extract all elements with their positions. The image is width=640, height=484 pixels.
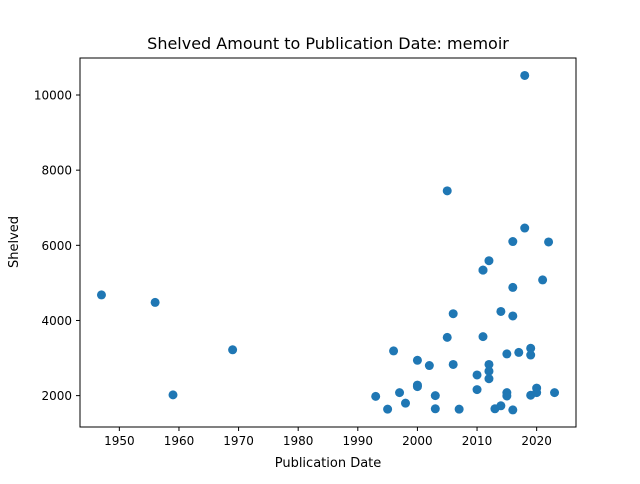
data-point [550, 388, 560, 398]
data-point [520, 223, 530, 233]
data-point [544, 237, 554, 247]
data-point [412, 382, 422, 392]
data-point [502, 391, 512, 401]
data-point [389, 346, 399, 356]
data-point [502, 349, 512, 359]
data-point [484, 366, 494, 376]
y-tick-label: 4000 [41, 314, 72, 328]
data-point [472, 385, 482, 395]
data-point [508, 405, 518, 415]
data-point [454, 404, 464, 414]
data-point [424, 361, 434, 371]
data-point [412, 355, 422, 365]
data-point [150, 297, 160, 307]
data-points [96, 70, 560, 415]
y-axis: 2000 4000 6000 8000 10000 [34, 89, 80, 403]
data-point [508, 282, 518, 292]
y-axis-label: Shelved [7, 216, 22, 268]
data-point [371, 391, 381, 401]
y-tick-label: 2000 [41, 389, 72, 403]
chart-title: Shelved Amount to Publication Date: memo… [147, 34, 509, 53]
x-tick-label: 1990 [343, 434, 374, 448]
data-point [478, 265, 488, 275]
data-point [442, 332, 452, 342]
data-point [442, 186, 452, 196]
x-tick-label: 1980 [283, 434, 314, 448]
x-tick-label: 1960 [164, 434, 195, 448]
y-tick-label: 6000 [41, 239, 72, 253]
data-point [430, 391, 440, 401]
data-point [478, 332, 488, 342]
data-point [508, 237, 518, 247]
x-tick-label: 1950 [104, 434, 135, 448]
data-point [538, 275, 548, 285]
data-point [520, 70, 530, 80]
data-point [401, 398, 410, 408]
data-point [496, 401, 506, 411]
data-point [448, 359, 458, 369]
x-tick-label: 2020 [521, 434, 552, 448]
x-axis-label: Publication Date [275, 456, 382, 471]
y-tick-label: 8000 [41, 164, 72, 178]
data-point [484, 256, 494, 266]
data-point [484, 359, 494, 369]
x-tick-label: 1970 [223, 434, 254, 448]
data-point [383, 404, 393, 414]
x-tick-label: 2000 [402, 434, 433, 448]
data-point [448, 309, 458, 319]
data-point [228, 345, 238, 355]
data-point [526, 343, 536, 353]
data-point [484, 374, 494, 384]
data-point [532, 388, 542, 398]
data-point [514, 347, 524, 357]
data-point [395, 388, 405, 398]
x-tick-label: 2010 [462, 434, 493, 448]
plot-area-frame [79, 57, 577, 428]
data-point [508, 311, 518, 321]
data-point [472, 370, 482, 380]
x-axis: 1950 1960 1970 1980 1990 2000 2010 2020 [104, 427, 552, 448]
data-point [168, 390, 178, 400]
data-point [496, 306, 506, 316]
data-point [526, 350, 536, 360]
y-tick-label: 10000 [34, 89, 72, 103]
data-point [96, 290, 106, 300]
data-point [430, 404, 440, 414]
